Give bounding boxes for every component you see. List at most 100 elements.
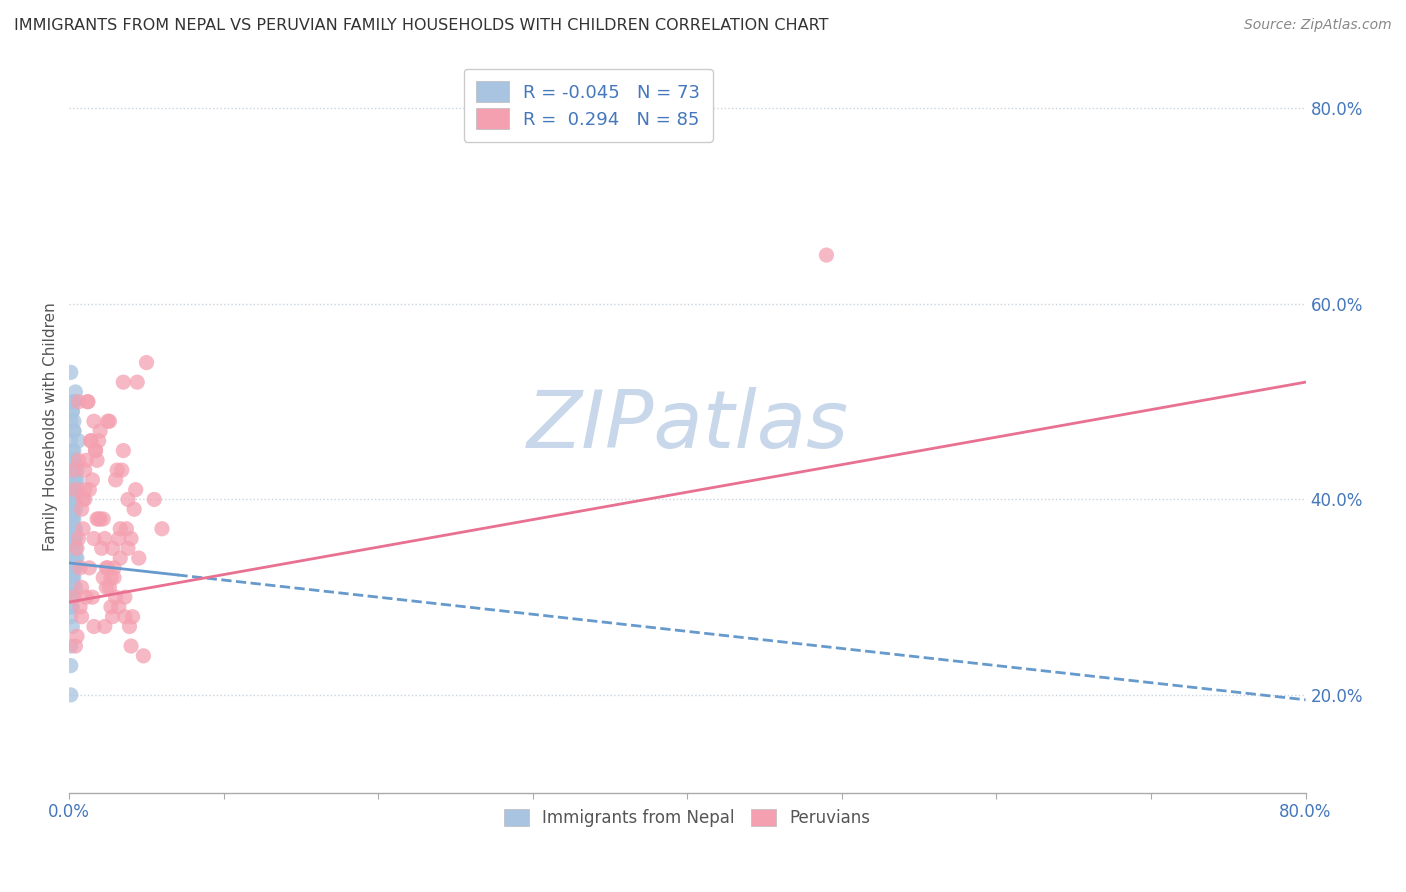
Point	[63, 443, 86, 458]
Point	[63, 492, 86, 507]
Point	[60, 522, 83, 536]
Legend: Immigrants from Nepal, Peruvians: Immigrants from Nepal, Peruvians	[496, 801, 879, 836]
Point	[63, 394, 86, 409]
Point	[65, 581, 87, 595]
Point	[63, 424, 86, 438]
Point	[67, 434, 90, 448]
Point	[98, 581, 121, 595]
Point	[125, 483, 148, 497]
Point	[63, 463, 86, 477]
Point	[91, 571, 114, 585]
Point	[104, 473, 127, 487]
Point	[60, 492, 83, 507]
Point	[91, 512, 114, 526]
Point	[96, 581, 118, 595]
Point	[103, 571, 125, 585]
Point	[82, 590, 104, 604]
Point	[118, 619, 141, 633]
Point	[100, 599, 122, 614]
Point	[59, 483, 82, 497]
Point	[59, 541, 82, 556]
Point	[112, 375, 135, 389]
Point	[70, 581, 93, 595]
Point	[101, 541, 124, 556]
Point	[60, 483, 83, 497]
Point	[86, 453, 108, 467]
Point	[79, 483, 101, 497]
Point	[60, 443, 83, 458]
Point	[60, 453, 83, 467]
Point	[65, 473, 87, 487]
Point	[63, 473, 86, 487]
Text: Source: ZipAtlas.com: Source: ZipAtlas.com	[1244, 18, 1392, 32]
Point	[72, 492, 94, 507]
Point	[59, 434, 82, 448]
Point	[60, 541, 83, 556]
Point	[110, 522, 132, 536]
Point	[59, 502, 82, 516]
Point	[65, 532, 87, 546]
Point	[80, 434, 103, 448]
Point	[66, 551, 89, 566]
Point	[65, 639, 87, 653]
Point	[63, 561, 86, 575]
Point	[60, 404, 83, 418]
Point	[128, 551, 150, 566]
Point	[60, 404, 83, 418]
Point	[83, 619, 105, 633]
Point	[59, 658, 82, 673]
Point	[104, 590, 127, 604]
Point	[59, 522, 82, 536]
Point	[65, 384, 87, 399]
Point	[66, 473, 89, 487]
Point	[110, 551, 132, 566]
Point	[66, 483, 89, 497]
Point	[59, 561, 82, 575]
Point	[60, 502, 83, 516]
Point	[115, 522, 138, 536]
Point	[63, 590, 86, 604]
Point	[84, 443, 107, 458]
Point	[79, 561, 101, 575]
Point	[127, 375, 149, 389]
Point	[94, 619, 117, 633]
Point	[67, 453, 90, 467]
Point	[97, 414, 120, 428]
Point	[67, 532, 90, 546]
Point	[89, 512, 111, 526]
Point	[82, 473, 104, 487]
Point	[59, 639, 82, 653]
Point	[60, 512, 83, 526]
Point	[59, 414, 82, 428]
Point	[117, 492, 139, 507]
Point	[65, 492, 87, 507]
Point	[63, 424, 86, 438]
Text: IMMIGRANTS FROM NEPAL VS PERUVIAN FAMILY HOUSEHOLDS WITH CHILDREN CORRELATION CH: IMMIGRANTS FROM NEPAL VS PERUVIAN FAMILY…	[14, 18, 828, 33]
Point	[70, 502, 93, 516]
Point	[63, 463, 86, 477]
Point	[86, 512, 108, 526]
Point	[114, 590, 136, 604]
Point	[98, 414, 121, 428]
Point	[105, 463, 128, 477]
Point	[65, 561, 87, 575]
Point	[122, 502, 145, 516]
Point	[65, 541, 87, 556]
Point	[69, 599, 91, 614]
Point	[69, 561, 91, 575]
Point	[83, 414, 105, 428]
Point	[59, 512, 82, 526]
Point	[63, 532, 86, 546]
Point	[83, 532, 105, 546]
Point	[59, 581, 82, 595]
Point	[63, 394, 86, 409]
Point	[67, 394, 90, 409]
Point	[59, 688, 82, 702]
Point	[63, 522, 86, 536]
Point	[150, 522, 173, 536]
Point	[75, 590, 97, 604]
Point	[63, 453, 86, 467]
Point	[120, 639, 142, 653]
Point	[60, 512, 83, 526]
Point	[63, 512, 86, 526]
